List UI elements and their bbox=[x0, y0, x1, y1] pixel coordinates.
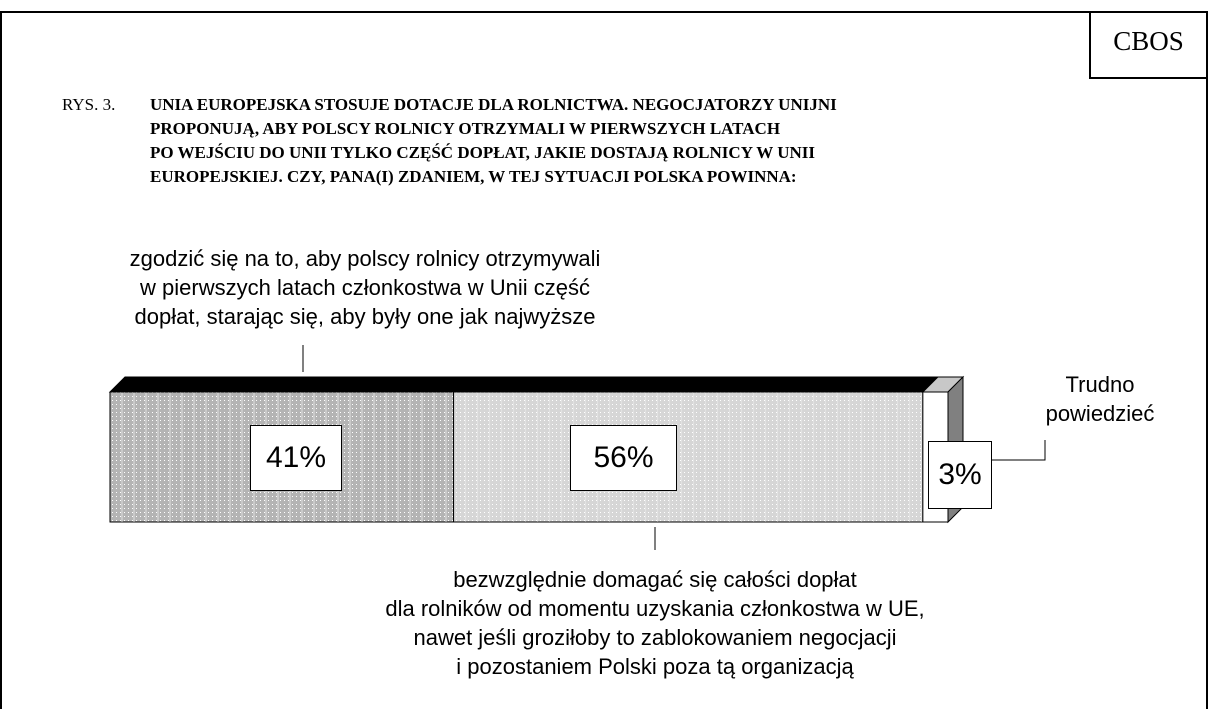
value-label: 56% bbox=[570, 425, 677, 491]
figure-label: RYS. 3. bbox=[62, 95, 116, 114]
value-label: 41% bbox=[250, 425, 342, 491]
segment-label: zgodzić się na to, aby polscy rolnicy ot… bbox=[129, 246, 601, 329]
bar-top bbox=[108, 376, 470, 393]
segment-label: Trudno powiedzieć bbox=[1045, 372, 1155, 426]
chart-title: UNIA EUROPEJSKA STOSUJE DOTACJE DLA ROLN… bbox=[150, 95, 837, 186]
value-label: 3% bbox=[928, 441, 992, 509]
leader-line bbox=[992, 440, 1046, 461]
source-box bbox=[1089, 11, 1208, 79]
bar-segment bbox=[453, 391, 924, 523]
frame bbox=[0, 11, 1208, 709]
segment-label: bezwzględnie domagać się całości dopłat … bbox=[385, 567, 925, 679]
source: CBOS bbox=[1113, 26, 1184, 56]
bar-top bbox=[452, 376, 940, 393]
